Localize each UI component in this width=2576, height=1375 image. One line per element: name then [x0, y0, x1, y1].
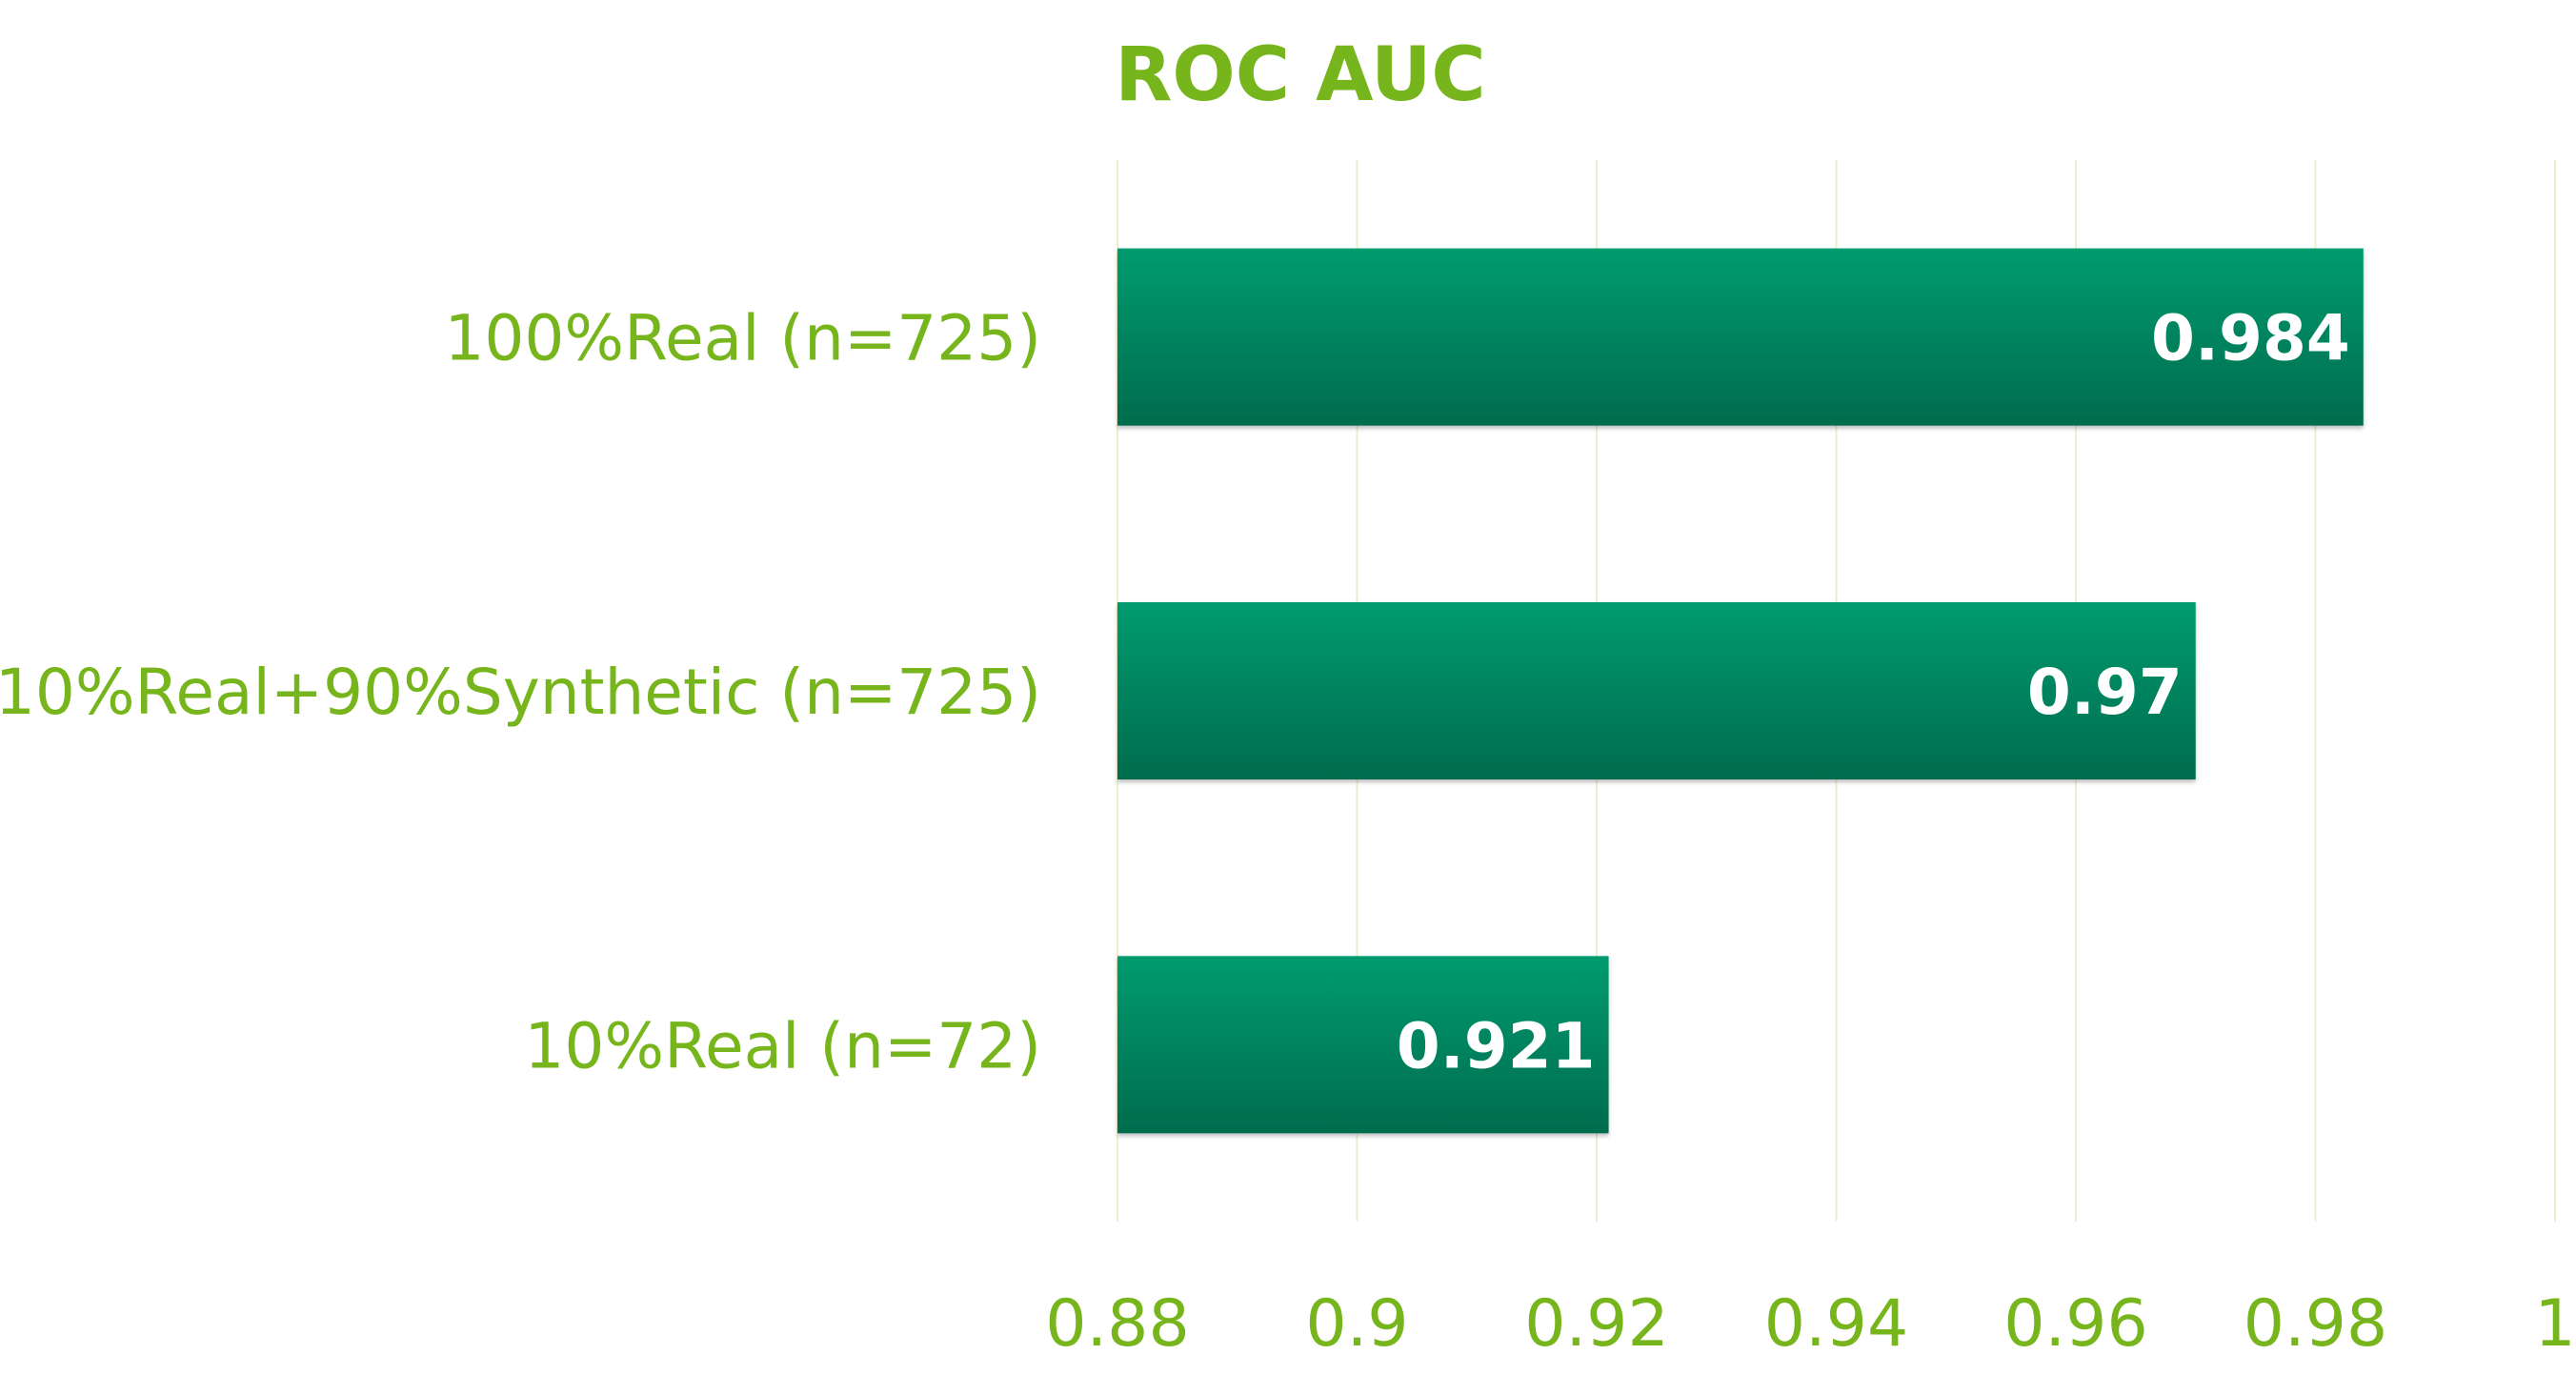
category-label-0: 100%Real (n=725) [444, 302, 1041, 375]
x-tick-label-5: 0.98 [2244, 1286, 2387, 1362]
x-tick-label-1: 0.9 [1305, 1286, 1408, 1362]
bars [1117, 248, 2364, 1134]
x-tick-label-6: 1 [2534, 1286, 2575, 1362]
bar-1 [1117, 602, 2196, 779]
bar-value-label-2: 0.921 [1397, 1009, 1596, 1082]
category-label-1: 10%Real+90%Synthetic (n=725) [0, 656, 1041, 729]
category-label-2: 10%Real (n=72) [524, 1009, 1041, 1082]
bar-2 [1117, 956, 1609, 1134]
x-tick-label-2: 0.92 [1524, 1286, 1668, 1362]
labels: 0.88 0.9 0.92 0.94 0.96 0.98 1 0.984 100%Real (n… [0, 302, 2576, 1362]
bar-value-label-1: 0.97 [2027, 656, 2183, 729]
x-tick-label-3: 0.94 [1764, 1286, 1908, 1362]
chart-title: ROC AUC [1115, 32, 1485, 118]
x-tick-label-4: 0.96 [2003, 1286, 2147, 1362]
bar-0 [1117, 248, 2364, 426]
bar-value-label-0: 0.984 [2151, 302, 2350, 375]
x-tick-label-0: 0.88 [1045, 1286, 1189, 1362]
